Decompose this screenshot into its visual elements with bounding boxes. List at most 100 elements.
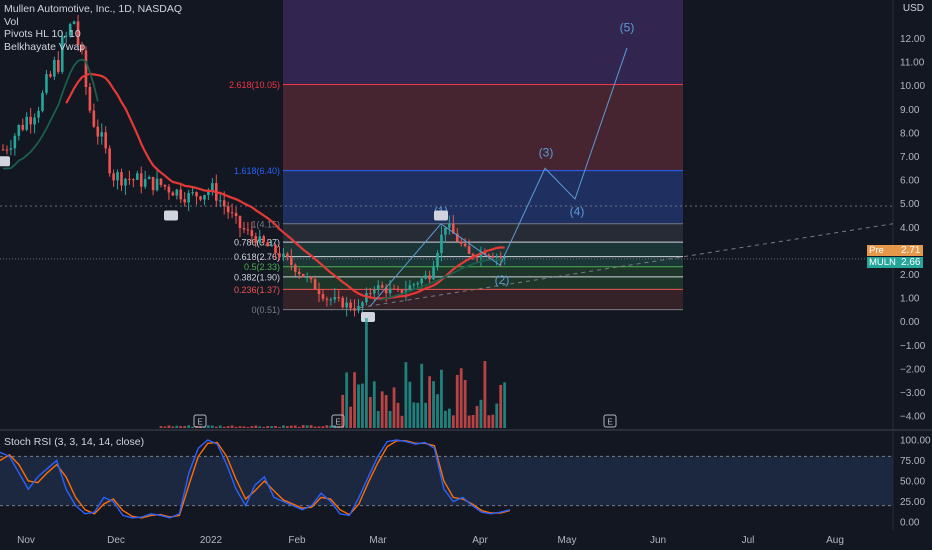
candle-body [432, 266, 435, 280]
volume-bar [372, 381, 376, 428]
price-tick-label: 1.00 [900, 294, 920, 305]
candle-body [373, 289, 376, 294]
price-tick-label: 10.00 [900, 81, 925, 92]
candle-body [475, 256, 479, 258]
candle-body [68, 23, 72, 36]
stoch-tick-label: 100.00 [900, 436, 931, 447]
candle-body [396, 288, 400, 290]
earnings-marker [603, 414, 617, 428]
candle-body [124, 178, 127, 186]
stoch-tick-label: 25.00 [900, 497, 925, 508]
candle-body [286, 253, 289, 258]
pivot-marker [164, 210, 178, 221]
candle-body [416, 283, 420, 285]
volume-bar [293, 425, 297, 428]
time-axis-label: 2022 [200, 535, 223, 546]
candle-body [369, 293, 372, 295]
candle-body [250, 230, 254, 237]
volume-bar [191, 426, 194, 428]
candle-body [412, 284, 416, 286]
candle-body [444, 227, 447, 235]
candle-body [96, 126, 100, 137]
elliott-wave-path [369, 47, 628, 307]
volume-bar [451, 415, 455, 428]
vwap-line-1 [3, 58, 99, 170]
candle-body [483, 251, 487, 255]
candle-body [325, 298, 329, 300]
fib-zone-2618 [283, 84, 683, 171]
candle-body [365, 293, 368, 303]
candle-body [132, 179, 135, 181]
candle-body [463, 243, 467, 247]
price-tick-label: 12.00 [900, 34, 925, 45]
candle-body [33, 117, 36, 125]
volume-bar [270, 426, 273, 428]
candle-body [222, 200, 226, 207]
fib-zone-236 [283, 289, 683, 310]
candle-body [400, 289, 404, 294]
volume-bar [210, 425, 214, 428]
candle-body [29, 116, 32, 125]
candle-body [436, 253, 439, 267]
volume-bar [305, 425, 309, 428]
time-axis-label: Mar [369, 535, 387, 546]
volume-bar [242, 426, 246, 428]
candle-body [9, 148, 13, 150]
candle-body [226, 206, 230, 213]
earnings-marker [193, 414, 207, 428]
candle-body [380, 285, 384, 288]
candle-body [151, 176, 155, 191]
candle-body [120, 172, 123, 186]
volume-bar [396, 402, 400, 428]
volume-bar [349, 406, 352, 428]
pivot-marker [434, 210, 448, 221]
volume-bar [404, 362, 408, 428]
candle-body [333, 297, 337, 300]
candle-body [349, 302, 352, 309]
candle-body [187, 193, 190, 203]
price-tick-label: −3.00 [900, 388, 926, 399]
price-tick-label: −1.00 [900, 341, 926, 352]
volume-bar [313, 426, 317, 428]
volume-bar [286, 426, 289, 428]
candle-body [21, 125, 25, 130]
candle-body [294, 264, 297, 272]
fib-level-label: 0.236(1.37) [234, 285, 280, 295]
volume-bar [440, 369, 443, 428]
vwap-line-2 [379, 258, 506, 301]
volume-bar [384, 395, 388, 428]
volume-bar [487, 415, 491, 428]
volume-bar [329, 425, 333, 428]
volume-bar [230, 425, 234, 428]
volume-bar [376, 410, 380, 428]
candle-body [139, 173, 143, 187]
candle-body [503, 257, 506, 259]
candle-body [5, 149, 9, 151]
moving-average-line [65, 72, 505, 300]
candle-body [155, 178, 159, 191]
stoch-tick-label: 0.00 [900, 518, 920, 529]
stoch-rsi-legend: Stoch RSI (3, 3, 14, 14, close) [4, 436, 145, 448]
currency-badge[interactable]: USD [902, 3, 924, 14]
candle-body [420, 278, 423, 284]
candle-body [25, 116, 28, 130]
volume-bar [475, 405, 479, 428]
candle-body [60, 36, 64, 72]
candle-body [376, 285, 380, 290]
stoch-k-line [0, 439, 511, 519]
candle-body [341, 297, 344, 308]
volume-bar [357, 384, 360, 428]
volume-bar [250, 426, 254, 428]
candle-body [234, 212, 238, 217]
volume-bar [289, 425, 293, 428]
candle-body [159, 178, 163, 185]
candle-body [128, 178, 131, 180]
price-tick-label: −2.00 [900, 364, 926, 375]
volume-bar [479, 399, 483, 428]
candle-body [179, 189, 183, 200]
fib-level-label: 0.5(2.33) [244, 262, 280, 272]
volume-bar [428, 376, 431, 428]
candle-body [108, 148, 111, 174]
candle-body [136, 173, 139, 180]
